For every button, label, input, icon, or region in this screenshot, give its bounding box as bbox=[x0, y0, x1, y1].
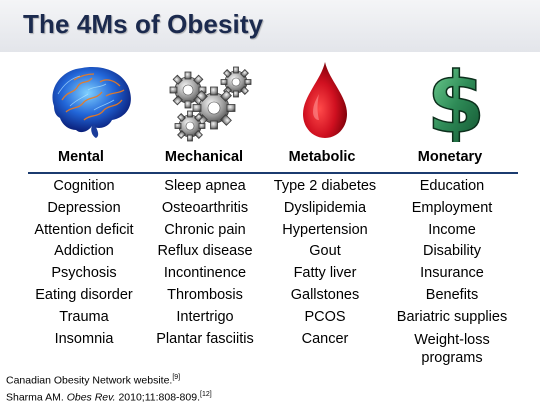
list-item: Insomnia bbox=[54, 330, 114, 347]
reference-1: Canadian Obesity Network website.[9] bbox=[6, 374, 181, 387]
list-mechanical: Sleep apnea Osteoarthritis Chronic pain … bbox=[140, 176, 270, 350]
list-item: Attention deficit bbox=[34, 221, 134, 238]
list-item: Thrombosis bbox=[167, 286, 243, 303]
list-item: Gout bbox=[309, 243, 341, 260]
list-item: Disability bbox=[422, 243, 481, 260]
list-item: Type 2 diabetes bbox=[273, 178, 377, 194]
blood-drop-icon bbox=[303, 62, 347, 138]
list-item: Plantar fasciitis bbox=[156, 330, 254, 347]
list-item: Employment bbox=[411, 199, 493, 216]
list-item: Bariatric supplies bbox=[396, 308, 508, 325]
list-item: Dyslipidemia bbox=[283, 199, 367, 216]
list-item: Sleep apnea bbox=[164, 178, 246, 194]
list-item: Osteoarthritis bbox=[161, 199, 249, 216]
heading-mechanical: Mechanical bbox=[164, 149, 244, 165]
list-item: Cancer bbox=[301, 330, 349, 347]
references: Canadian Obesity Network website.[9] Sha… bbox=[6, 371, 212, 404]
list-item: Insurance bbox=[420, 265, 484, 282]
list-item: Intertrigo bbox=[176, 308, 234, 325]
list-monetary: Education Employment Income Disability I… bbox=[387, 176, 517, 367]
list-item: Reflux disease bbox=[157, 243, 253, 260]
dollar-sign-icon: $ bbox=[426, 60, 486, 142]
list-item: Gallstones bbox=[290, 286, 360, 303]
heading-metabolic: Metabolic bbox=[288, 149, 356, 165]
list-item: Incontinence bbox=[163, 265, 247, 282]
list-metabolic: Type 2 diabetes Dyslipidemia Hypertensio… bbox=[260, 176, 390, 350]
svg-text:$: $ bbox=[427, 60, 485, 142]
list-item: Chronic pain bbox=[164, 221, 246, 238]
list-item: Addiction bbox=[54, 243, 114, 260]
list-item: Psychosis bbox=[51, 265, 117, 282]
list-item: Education bbox=[419, 178, 485, 194]
list-item: PCOS bbox=[304, 308, 346, 325]
reference-2: Sharma AM. Obes Rev. 2010;11:808-809.[12… bbox=[6, 390, 212, 404]
list-item: Cognition bbox=[53, 178, 115, 194]
gears-icon bbox=[169, 66, 252, 142]
list-item: Eating disorder bbox=[35, 286, 133, 303]
list-item: Income bbox=[428, 221, 476, 238]
list-item: Trauma bbox=[59, 308, 109, 325]
list-item: Hypertension bbox=[282, 221, 368, 238]
slide-title: The 4Ms of Obesity bbox=[23, 9, 264, 39]
heading-mental: Mental bbox=[58, 149, 104, 165]
list-item: Weight-loss programs bbox=[414, 331, 490, 366]
title-band bbox=[0, 0, 540, 52]
list-mental: Cognition Depression Attention deficit A… bbox=[19, 176, 149, 350]
list-item: Depression bbox=[47, 199, 121, 216]
list-item: Fatty liver bbox=[293, 265, 357, 282]
heading-monetary: Monetary bbox=[417, 149, 483, 165]
list-item: Benefits bbox=[425, 286, 479, 303]
header-rule bbox=[28, 172, 518, 174]
brain-icon bbox=[52, 67, 131, 138]
